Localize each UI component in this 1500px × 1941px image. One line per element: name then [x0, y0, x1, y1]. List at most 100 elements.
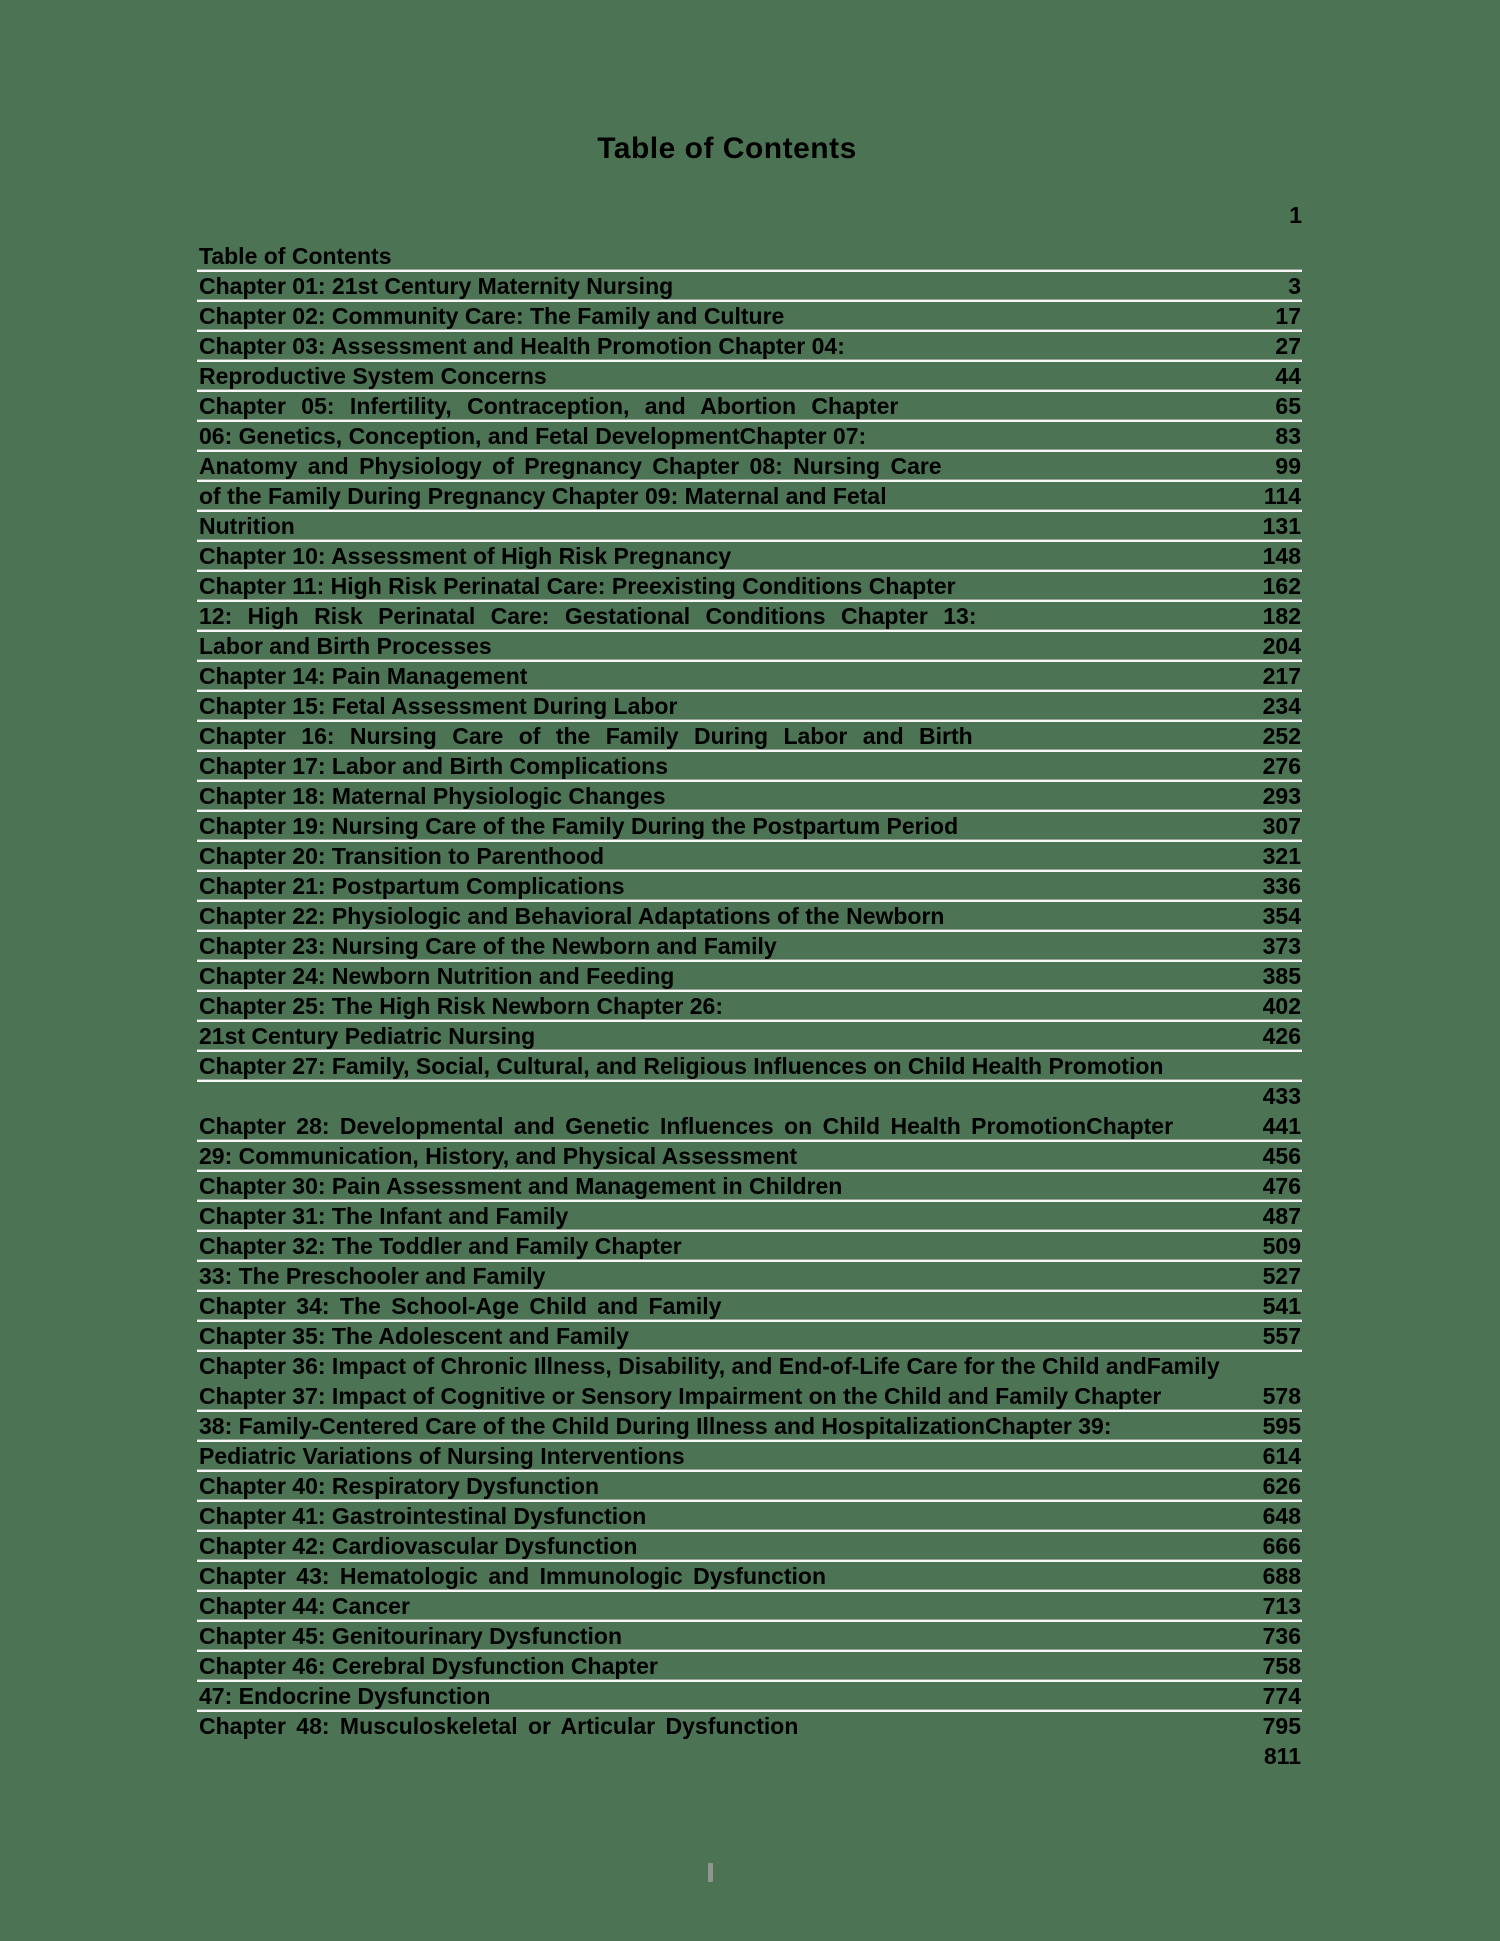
toc-row[interactable]: of the Family During Pregnancy Chapter 0… [197, 482, 1302, 512]
toc-entry-label: Chapter 17: Labor and Birth Complication… [199, 753, 668, 779]
toc-entry-label: Labor and Birth Processes [199, 633, 492, 659]
toc-row[interactable]: 21st Century Pediatric Nursing 426 [197, 1022, 1302, 1052]
toc-entry-label: Chapter 21: Postpartum Complications [199, 873, 625, 899]
toc-entry-label: Chapter 25: The High Risk Newborn Chapte… [199, 993, 723, 1019]
toc-entry-page-number: 626 [1262, 1473, 1301, 1499]
toc-entry-label: 21st Century Pediatric Nursing [199, 1023, 536, 1049]
toc-entry-page-number: 162 [1262, 573, 1301, 599]
toc-row[interactable]: Chapter 43: Hematologic and Immunologic … [197, 1562, 1302, 1592]
toc-entry-label: Chapter 35: The Adolescent and Family [199, 1323, 629, 1349]
toc-row[interactable]: Chapter 16: Nursing Care of the Family D… [197, 722, 1302, 752]
toc-entry-page-number: 204 [1262, 633, 1301, 659]
toc-row[interactable]: Chapter 15: Fetal Assessment During Labo… [197, 692, 1302, 722]
toc-entry-label: Chapter 15: Fetal Assessment During Labo… [199, 693, 678, 719]
toc-entry-label: 33: The Preschooler and Family [199, 1263, 546, 1289]
toc-entry-page-number: 44 [1275, 363, 1301, 389]
toc-row[interactable]: Chapter 36: Impact of Chronic Illness, D… [197, 1352, 1302, 1382]
toc-entry-label: Chapter 10: Assessment of High Risk Preg… [199, 543, 732, 569]
toc-entry-page-number: 354 [1262, 903, 1301, 929]
toc-row[interactable]: Chapter 22: Physiologic and Behavioral A… [197, 902, 1302, 932]
toc-entry-label: Chapter 46: Cerebral Dysfunction Chapter [199, 1653, 658, 1679]
toc-row[interactable]: Anatomy and Physiology of Pregnancy Chap… [197, 452, 1302, 482]
toc-entry-page-number: 182 [1262, 603, 1301, 629]
toc-entry-label: Chapter 28: Developmental and Genetic In… [199, 1113, 1174, 1139]
toc-row[interactable]: Labor and Birth Processes 204 [197, 632, 1302, 662]
toc-entry-page-number: 385 [1262, 963, 1301, 989]
toc-row[interactable]: 06: Genetics, Conception, and Fetal Deve… [197, 422, 1302, 452]
toc-row[interactable]: Chapter 27: Family, Social, Cultural, an… [197, 1052, 1302, 1082]
toc-entry-label: Chapter 22: Physiologic and Behavioral A… [199, 903, 945, 929]
toc-entry-label: Table of Contents [199, 243, 392, 269]
toc-row[interactable]: Chapter 17: Labor and Birth Complication… [197, 752, 1302, 782]
toc-row[interactable]: Chapter 11: High Risk Perinatal Care: Pr… [197, 572, 1302, 602]
toc-row[interactable]: Nutrition 131 [197, 512, 1302, 542]
toc-entry-label: Chapter 37: Impact of Cognitive or Senso… [199, 1383, 1162, 1409]
toc-row[interactable]: Chapter 46: Cerebral Dysfunction Chapter… [197, 1652, 1302, 1682]
toc-row[interactable]: Chapter 40: Respiratory Dysfunction 626 [197, 1472, 1302, 1502]
toc-entry-page-number: 648 [1262, 1503, 1301, 1529]
toc-row[interactable]: 433 [197, 1082, 1302, 1112]
toc-entry-label: Chapter 32: The Toddler and Family Chapt… [199, 1233, 682, 1259]
toc-row[interactable]: Chapter 44: Cancer 713 [197, 1592, 1302, 1622]
toc-row[interactable]: Chapter 34: The School-Age Child and Fam… [197, 1292, 1302, 1322]
toc-row[interactable]: Chapter 18: Maternal Physiologic Changes… [197, 782, 1302, 812]
toc-row[interactable]: Reproductive System Concerns 44 [197, 362, 1302, 392]
toc-entry-page-number: 614 [1262, 1443, 1301, 1469]
toc-row[interactable]: Chapter 21: Postpartum Complications 336 [197, 872, 1302, 902]
toc-row[interactable]: Chapter 28: Developmental and Genetic In… [197, 1112, 1302, 1142]
toc-row[interactable]: Pediatric Variations of Nursing Interven… [197, 1442, 1302, 1472]
toc-entry-page-number: 666 [1262, 1533, 1301, 1559]
toc-row[interactable]: 47: Endocrine Dysfunction 774 [197, 1682, 1302, 1712]
toc-entry-label: Chapter 36: Impact of Chronic Illness, D… [199, 1353, 1220, 1379]
toc-entry-page-number: 252 [1262, 723, 1301, 749]
toc-row[interactable]: 38: Family-Centered Care of the Child Du… [197, 1412, 1302, 1442]
toc-row[interactable]: Chapter 10: Assessment of High Risk Preg… [197, 542, 1302, 572]
toc-entry-label: of the Family During Pregnancy Chapter 0… [199, 483, 887, 509]
toc-entry-label: Chapter 19: Nursing Care of the Family D… [199, 813, 959, 839]
toc-entry-page-number: 774 [1262, 1683, 1301, 1709]
toc-entry-page-number: 114 [1263, 483, 1301, 509]
toc-row[interactable]: 811 [197, 1742, 1302, 1772]
toc-entry-label: Chapter 31: The Infant and Family [199, 1203, 569, 1229]
toc-row[interactable]: Chapter 02: Community Care: The Family a… [197, 302, 1302, 332]
toc-entry-page-number: 713 [1262, 1593, 1301, 1619]
toc-row[interactable]: Chapter 03: Assessment and Health Promot… [197, 332, 1302, 362]
toc-entry-label: 12: High Risk Perinatal Care: Gestationa… [199, 603, 977, 629]
toc-entry-label: Chapter 24: Newborn Nutrition and Feedin… [199, 963, 675, 989]
toc-row[interactable]: Chapter 45: Genitourinary Dysfunction 73… [197, 1622, 1302, 1652]
toc-row[interactable]: 12: High Risk Perinatal Care: Gestationa… [197, 602, 1302, 632]
toc-entry-label: Chapter 27: Family, Social, Cultural, an… [199, 1053, 1164, 1079]
toc-entry-label: 38: Family-Centered Care of the Child Du… [199, 1413, 1112, 1439]
toc-entry-label: Anatomy and Physiology of Pregnancy Chap… [199, 453, 942, 479]
toc-row[interactable]: Chapter 25: The High Risk Newborn Chapte… [197, 992, 1302, 1022]
toc-entry-page-number: 811 [1263, 1743, 1301, 1769]
toc-row[interactable]: Chapter 37: Impact of Cognitive or Senso… [197, 1382, 1302, 1412]
toc-row[interactable]: Chapter 01: 21st Century Maternity Nursi… [197, 272, 1302, 302]
toc-entry-label: Chapter 30: Pain Assessment and Manageme… [199, 1173, 843, 1199]
toc-row[interactable]: Chapter 31: The Infant and Family 487 [197, 1202, 1302, 1232]
toc-entry-page-number: 307 [1262, 813, 1301, 839]
toc-row[interactable]: 29: Communication, History, and Physical… [197, 1142, 1302, 1172]
toc-entry-page-number: 373 [1262, 933, 1301, 959]
toc-entry-page-number: 433 [1262, 1083, 1301, 1109]
toc-row[interactable]: Chapter 05: Infertility, Contraception, … [197, 392, 1302, 422]
toc-row[interactable]: Chapter 24: Newborn Nutrition and Feedin… [197, 962, 1302, 992]
toc-row[interactable]: Chapter 35: The Adolescent and Family 55… [197, 1322, 1302, 1352]
toc-entry-page-number: 3 [1288, 273, 1301, 299]
toc-entry-label: Chapter 45: Genitourinary Dysfunction [199, 1623, 623, 1649]
toc-row[interactable]: Chapter 23: Nursing Care of the Newborn … [197, 932, 1302, 962]
toc-row[interactable]: Chapter 19: Nursing Care of the Family D… [197, 812, 1302, 842]
toc-row[interactable]: Chapter 32: The Toddler and Family Chapt… [197, 1232, 1302, 1262]
toc-row[interactable]: Chapter 14: Pain Management 217 [197, 662, 1302, 692]
toc-row[interactable]: Table of Contents [197, 242, 1302, 272]
toc-entry-page-number: 321 [1262, 843, 1301, 869]
toc-row[interactable]: Chapter 30: Pain Assessment and Manageme… [197, 1172, 1302, 1202]
toc-entry-label: Chapter 23: Nursing Care of the Newborn … [199, 933, 777, 959]
toc-row[interactable]: 33: The Preschooler and Family 527 [197, 1262, 1302, 1292]
toc-row[interactable]: Chapter 20: Transition to Parenthood 321 [197, 842, 1302, 872]
toc-row[interactable]: Chapter 48: Musculoskeletal or Articular… [197, 1712, 1302, 1742]
toc-row[interactable]: Chapter 41: Gastrointestinal Dysfunction… [197, 1502, 1302, 1532]
toc-entry-label: Chapter 01: 21st Century Maternity Nursi… [199, 273, 674, 299]
toc-row[interactable]: Chapter 42: Cardiovascular Dysfunction 6… [197, 1532, 1302, 1562]
